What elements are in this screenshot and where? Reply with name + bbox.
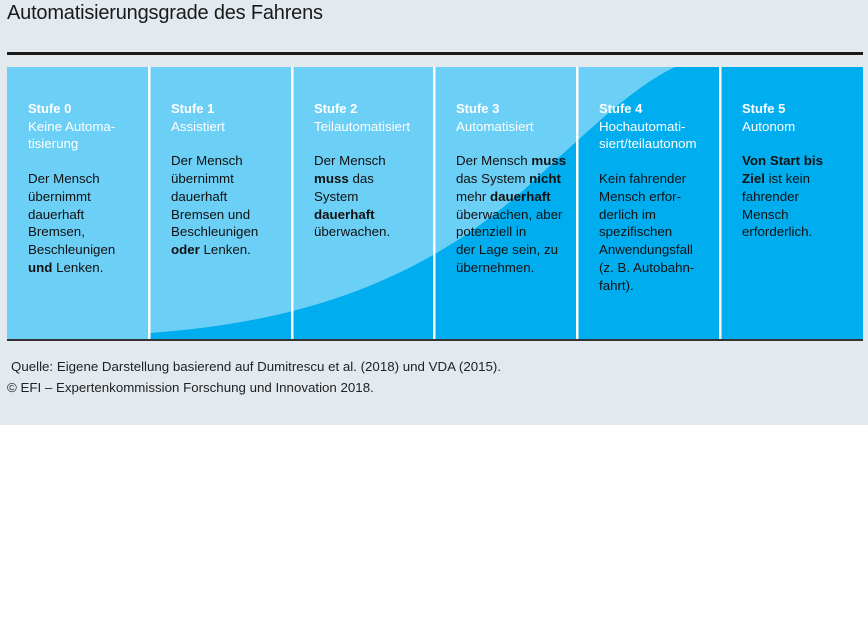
stage-column-0: Stufe 0 Keine Automa- tisierung Der Mens… bbox=[7, 67, 148, 341]
stage-description: Von Start bis Ziel ist kein fahrender Me… bbox=[742, 152, 863, 241]
description-text: überwachen. bbox=[314, 224, 391, 240]
stage-column-1: Stufe 1 Assistiert Der Mensch übernimmt … bbox=[150, 67, 291, 341]
column-divider bbox=[433, 67, 436, 341]
stage-level: Stufe 0 bbox=[28, 101, 72, 116]
emphasis-text: dauerhaft bbox=[314, 206, 375, 222]
description-text: Der Mensch bbox=[456, 153, 532, 169]
stage-column-3: Stufe 3 Automatisiert Der Mensch muss da… bbox=[435, 67, 576, 341]
description-text: das System bbox=[456, 171, 526, 187]
stage-column-5: Stufe 5 Autonom Von Start bis Ziel ist k… bbox=[721, 67, 863, 341]
emphasis-text: muss bbox=[314, 171, 349, 187]
stage-name: Autonom bbox=[742, 118, 796, 134]
stage-description: Kein fahrender Mensch erfor- derlich im … bbox=[599, 170, 719, 295]
emphasis-text: muss bbox=[531, 153, 567, 169]
source-note: Quelle: Eigene Darstellung basierend auf… bbox=[11, 359, 502, 374]
emphasis-text: und bbox=[28, 260, 53, 276]
diagram-baseline bbox=[7, 339, 863, 341]
description-text: überwachen, aber potenziell in der Lage … bbox=[456, 206, 563, 276]
stage-name: Hochautomati- siert/teilautonom bbox=[599, 118, 697, 152]
automation-levels-diagram: Stufe 0 Keine Automa- tisierung Der Mens… bbox=[7, 67, 863, 341]
column-divider bbox=[291, 67, 294, 341]
description-text: Der Mensch übernimmt dauerhaft Bremsen u… bbox=[171, 153, 259, 240]
description-text: ist kein fahrender Mensch erforderlich. bbox=[742, 171, 813, 240]
description-text: Der Mensch bbox=[314, 153, 386, 169]
stage-name: Keine Automa- tisierung bbox=[28, 118, 116, 152]
stage-level: Stufe 3 bbox=[456, 101, 500, 116]
figure-title: Automatisierungsgrade des Fahrens bbox=[7, 2, 323, 24]
stage-column-4: Stufe 4 Hochautomati- siert/teilautonom … bbox=[578, 67, 719, 341]
description-text: Lenken. bbox=[199, 242, 251, 258]
stage-column-2: Stufe 2 Teilautomatisiert Der Mensch mus… bbox=[293, 67, 433, 341]
title-rule bbox=[7, 52, 863, 55]
stage-description: Der Mensch muss das System nicht mehr da… bbox=[456, 152, 576, 277]
stage-name: Assistiert bbox=[171, 118, 225, 134]
emphasis-text: Von Start bis Ziel bbox=[742, 153, 824, 187]
stage-level: Stufe 1 bbox=[171, 101, 215, 116]
copyright-note: © EFI – Expertenkommission Forschung und… bbox=[7, 380, 374, 395]
emphasis-text: dauerhaft bbox=[490, 188, 551, 204]
column-divider bbox=[148, 67, 151, 341]
stage-description: Der Mensch übernimmt dauerhaft Bremsen, … bbox=[28, 170, 148, 277]
stage-description: Der Mensch muss das System dauerhaft übe… bbox=[314, 152, 433, 241]
description-text: Kein fahrender Mensch erfor- derlich im … bbox=[599, 171, 695, 293]
automation-curve-background bbox=[7, 67, 863, 341]
column-divider bbox=[576, 67, 579, 341]
emphasis-text: nicht bbox=[529, 171, 561, 187]
description-text: Der Mensch übernimmt dauerhaft Bremsen, … bbox=[28, 171, 116, 258]
stage-level: Stufe 4 bbox=[599, 101, 643, 116]
stage-description: Der Mensch übernimmt dauerhaft Bremsen u… bbox=[171, 152, 291, 259]
column-divider bbox=[719, 67, 722, 341]
description-text: das System bbox=[314, 171, 374, 204]
figure-panel: Automatisierungsgrade des Fahrens Stufe … bbox=[0, 0, 868, 425]
emphasis-text: oder bbox=[171, 242, 200, 258]
automation-curve-area bbox=[150, 67, 863, 341]
stage-level: Stufe 2 bbox=[314, 101, 358, 116]
stage-level: Stufe 5 bbox=[742, 101, 786, 116]
stage-name: Teilautomatisiert bbox=[314, 118, 411, 134]
description-text: Lenken. bbox=[52, 260, 104, 276]
stage-name: Automatisiert bbox=[456, 118, 534, 134]
description-text: mehr bbox=[456, 188, 487, 204]
